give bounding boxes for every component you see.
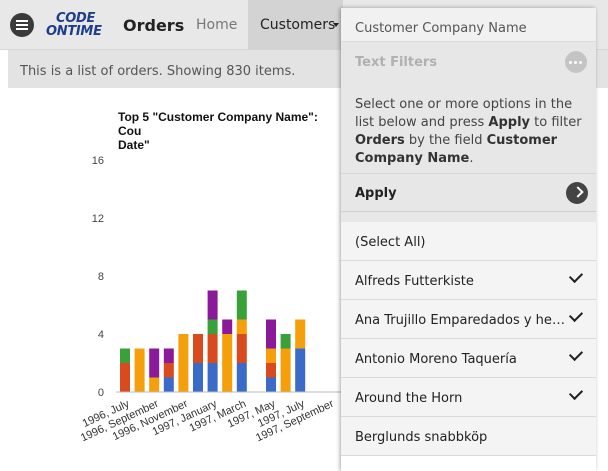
bar-segment	[280, 348, 291, 392]
bar-segment	[149, 377, 160, 392]
apply-button[interactable]: Apply	[341, 174, 596, 212]
bar-segment	[134, 348, 145, 392]
logo-text-top: CODE	[56, 11, 96, 26]
page-title: Orders	[123, 16, 185, 35]
logo-text-bottom: ONTIME	[46, 24, 102, 39]
option-select-all[interactable]: (Select All)	[341, 222, 596, 261]
desc-part-1: Select one or more options in the list b…	[355, 97, 573, 130]
text-filters-label: Text Filters	[355, 55, 438, 70]
bar-segment	[163, 363, 174, 378]
bar-segment	[207, 319, 218, 334]
option-item[interactable]: Alfreds Futterkiste	[341, 261, 596, 300]
option-label: Alfreds Futterkiste	[355, 274, 474, 289]
chart: 16 12 8 4 0 1996, July 1996, September 1996, No…	[0, 90, 345, 471]
desc-field: Customer Company Name	[355, 133, 558, 166]
option-label: Around the Horn	[355, 391, 463, 406]
bar-segment	[149, 348, 160, 378]
filter-field-name: Customer Company Name	[355, 21, 527, 36]
bar-segment	[207, 363, 218, 392]
desc-orders: Orders	[355, 133, 405, 148]
nav-home[interactable]: Home	[196, 17, 238, 33]
chart-title: Top 5 "Customer Company Name": Cou Date"	[118, 110, 318, 152]
chevron-down-icon	[333, 23, 339, 27]
desc-part-3: by the field	[404, 133, 487, 148]
option-label: (Select All)	[355, 235, 426, 250]
apply-label: Apply	[355, 186, 397, 201]
filter-description: Select one or more options in the list b…	[341, 82, 596, 174]
desc-apply: Apply	[488, 115, 530, 130]
bar-segment	[266, 348, 276, 363]
option-label: Berglunds snabbköp	[355, 430, 488, 445]
bar-segment	[120, 348, 130, 363]
bar-segment	[295, 319, 306, 349]
y-tick-label: 4	[98, 329, 104, 341]
info-text: This is a list of orders. Showing 830 it…	[20, 64, 296, 79]
checkmark-icon	[568, 307, 584, 323]
text-filters-row[interactable]: Text Filters	[341, 42, 596, 82]
checkmark-icon	[568, 385, 584, 401]
bar-segment	[295, 348, 306, 392]
separator	[341, 212, 596, 222]
app-logo[interactable]: CODE ONTIME	[40, 11, 108, 41]
desc-part-2: to filter	[530, 115, 582, 130]
bar-segment	[280, 334, 291, 349]
filter-panel: Customer Company Name Text Filters Selec…	[341, 8, 596, 471]
y-tick-label: 0	[98, 387, 104, 399]
option-item[interactable]: Antonio Moreno Taquería	[341, 339, 596, 378]
bar-segment	[120, 363, 130, 392]
checkmark-icon	[568, 346, 584, 362]
nav-customers[interactable]: Customers	[248, 0, 343, 50]
bar-segment	[222, 334, 233, 392]
bar-segment	[193, 334, 203, 363]
y-tick-label: 12	[92, 213, 104, 225]
bar-segment	[236, 319, 247, 334]
desc-part-4: .	[469, 151, 474, 166]
bar-segment	[236, 290, 247, 320]
bar-segment	[178, 334, 189, 392]
y-tick-label: 16	[92, 155, 104, 167]
bar-segment	[266, 319, 276, 349]
more-icon[interactable]	[565, 51, 587, 73]
bar-segment	[266, 363, 276, 378]
bar-segment	[236, 363, 247, 392]
bar-segment	[193, 363, 203, 392]
bar-segment	[163, 377, 174, 392]
menu-icon[interactable]	[10, 13, 34, 37]
bar-segment	[222, 319, 233, 334]
bar-segment	[236, 334, 247, 363]
option-label: Antonio Moreno Taquería	[355, 352, 517, 367]
option-label: Ana Trujillo Emparedados y helados	[355, 313, 565, 328]
option-item[interactable]: Around the Horn	[341, 378, 596, 417]
bar-segment	[207, 334, 218, 363]
bar-segment	[207, 290, 218, 320]
y-tick-label: 8	[98, 271, 104, 283]
filter-panel-header: Customer Company Name	[341, 8, 596, 42]
chevron-right-icon[interactable]	[566, 182, 588, 204]
option-item[interactable]: Berglunds snabbköp	[341, 417, 596, 456]
bar-segment	[266, 377, 276, 392]
bar-segment	[163, 348, 174, 363]
nav-customers-label: Customers	[260, 17, 336, 33]
option-item[interactable]: Ana Trujillo Emparedados y helados	[341, 300, 596, 339]
checkmark-icon	[568, 268, 584, 284]
